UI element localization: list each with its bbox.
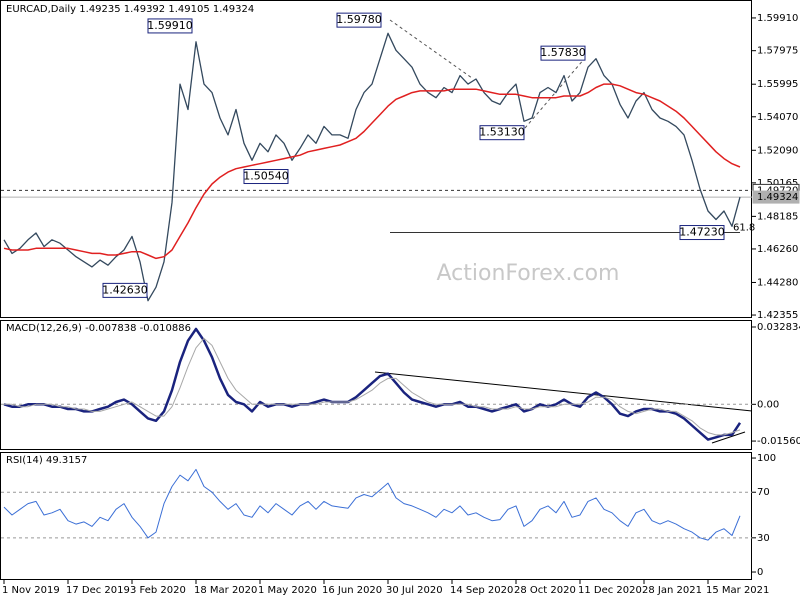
y-tick-label: 1.46260 (757, 244, 798, 255)
y-tick-label: 1.54070 (757, 112, 798, 123)
y-tick-label: 70 (757, 487, 770, 498)
x-tick-label: 28 Jan 2021 (642, 585, 702, 596)
annotation-box (102, 282, 148, 298)
annotation-label: 1.50540 (243, 170, 289, 183)
y-tick-label: 0.032834 (757, 322, 800, 333)
x-tick-label: 1 Nov 2019 (2, 585, 60, 596)
series-line (3, 83, 741, 260)
annotation-box (147, 18, 193, 34)
annotation-box (336, 12, 382, 28)
macd-panel (0, 320, 752, 450)
y-tick-label: 1.42355 (757, 310, 798, 321)
price-panel (0, 0, 752, 318)
annotation-label: 1.59780 (336, 13, 382, 26)
annotation-box (479, 125, 525, 141)
annotation-box (540, 45, 586, 61)
fib-label: 61.8 (733, 223, 755, 234)
y-tick-label: 1.55995 (757, 79, 798, 90)
chart-title: EURCAD,Daily 1.49235 1.49392 1.49105 1.4… (6, 4, 254, 15)
annotation-box (243, 169, 289, 185)
x-tick-label: 14 Sep 2020 (450, 585, 513, 596)
series-line (3, 32, 741, 302)
y-tick-label: 100 (757, 453, 776, 464)
x-tick-label: 11 Dec 2020 (578, 585, 642, 596)
x-tick-label: 18 Mar 2020 (194, 585, 257, 596)
price-label-box (752, 190, 800, 204)
x-tick-label: 30 Jul 2020 (386, 585, 443, 596)
y-tick-label: 1.59910 (757, 13, 798, 24)
annotation-label: 1.47230 (679, 226, 725, 239)
y-tick-label: 1.52090 (757, 145, 798, 156)
x-tick-label: 17 Dec 2019 (66, 585, 130, 596)
x-tick-label: 1 May 2020 (258, 585, 317, 596)
swing-line (389, 19, 473, 79)
y-tick-label: 0.00 (757, 399, 779, 410)
annotation-label: 1.42630 (102, 283, 148, 296)
trend-line (374, 371, 753, 412)
trend-line (711, 431, 746, 444)
y-tick-label: 1.48185 (757, 211, 798, 222)
x-tick-label: 16 Jun 2020 (322, 585, 382, 596)
annotation-label: 1.59910 (147, 19, 193, 32)
macd-title: MACD(12,26,9) -0.007838 -0.010886 (6, 323, 191, 334)
price-label: 1.49324 (757, 192, 798, 203)
y-tick-label: 1.57975 (757, 46, 798, 57)
x-tick-label: 15 Mar 2021 (706, 585, 769, 596)
series-line (3, 327, 742, 441)
annotation-label: 1.57830 (540, 46, 586, 59)
series-line (4, 337, 741, 436)
y-tick-label: 0 (757, 567, 763, 578)
x-tick-label: 3 Feb 2020 (130, 585, 186, 596)
y-tick-label: 30 (757, 533, 770, 544)
annotation-label: 1.53130 (479, 126, 525, 139)
y-tick-label: 1.50165 (757, 178, 798, 189)
rsi-title: RSI(14) 49.3157 (6, 455, 87, 466)
rsi-panel (0, 452, 752, 580)
y-tick-label: 1.44280 (757, 277, 798, 288)
x-tick-label: 28 Oct 2020 (514, 585, 576, 596)
watermark: ActionForex.com (437, 261, 620, 286)
series-line (3, 468, 741, 541)
y-tick-label: -0.015604 (757, 436, 800, 447)
annotation-box (679, 225, 725, 241)
